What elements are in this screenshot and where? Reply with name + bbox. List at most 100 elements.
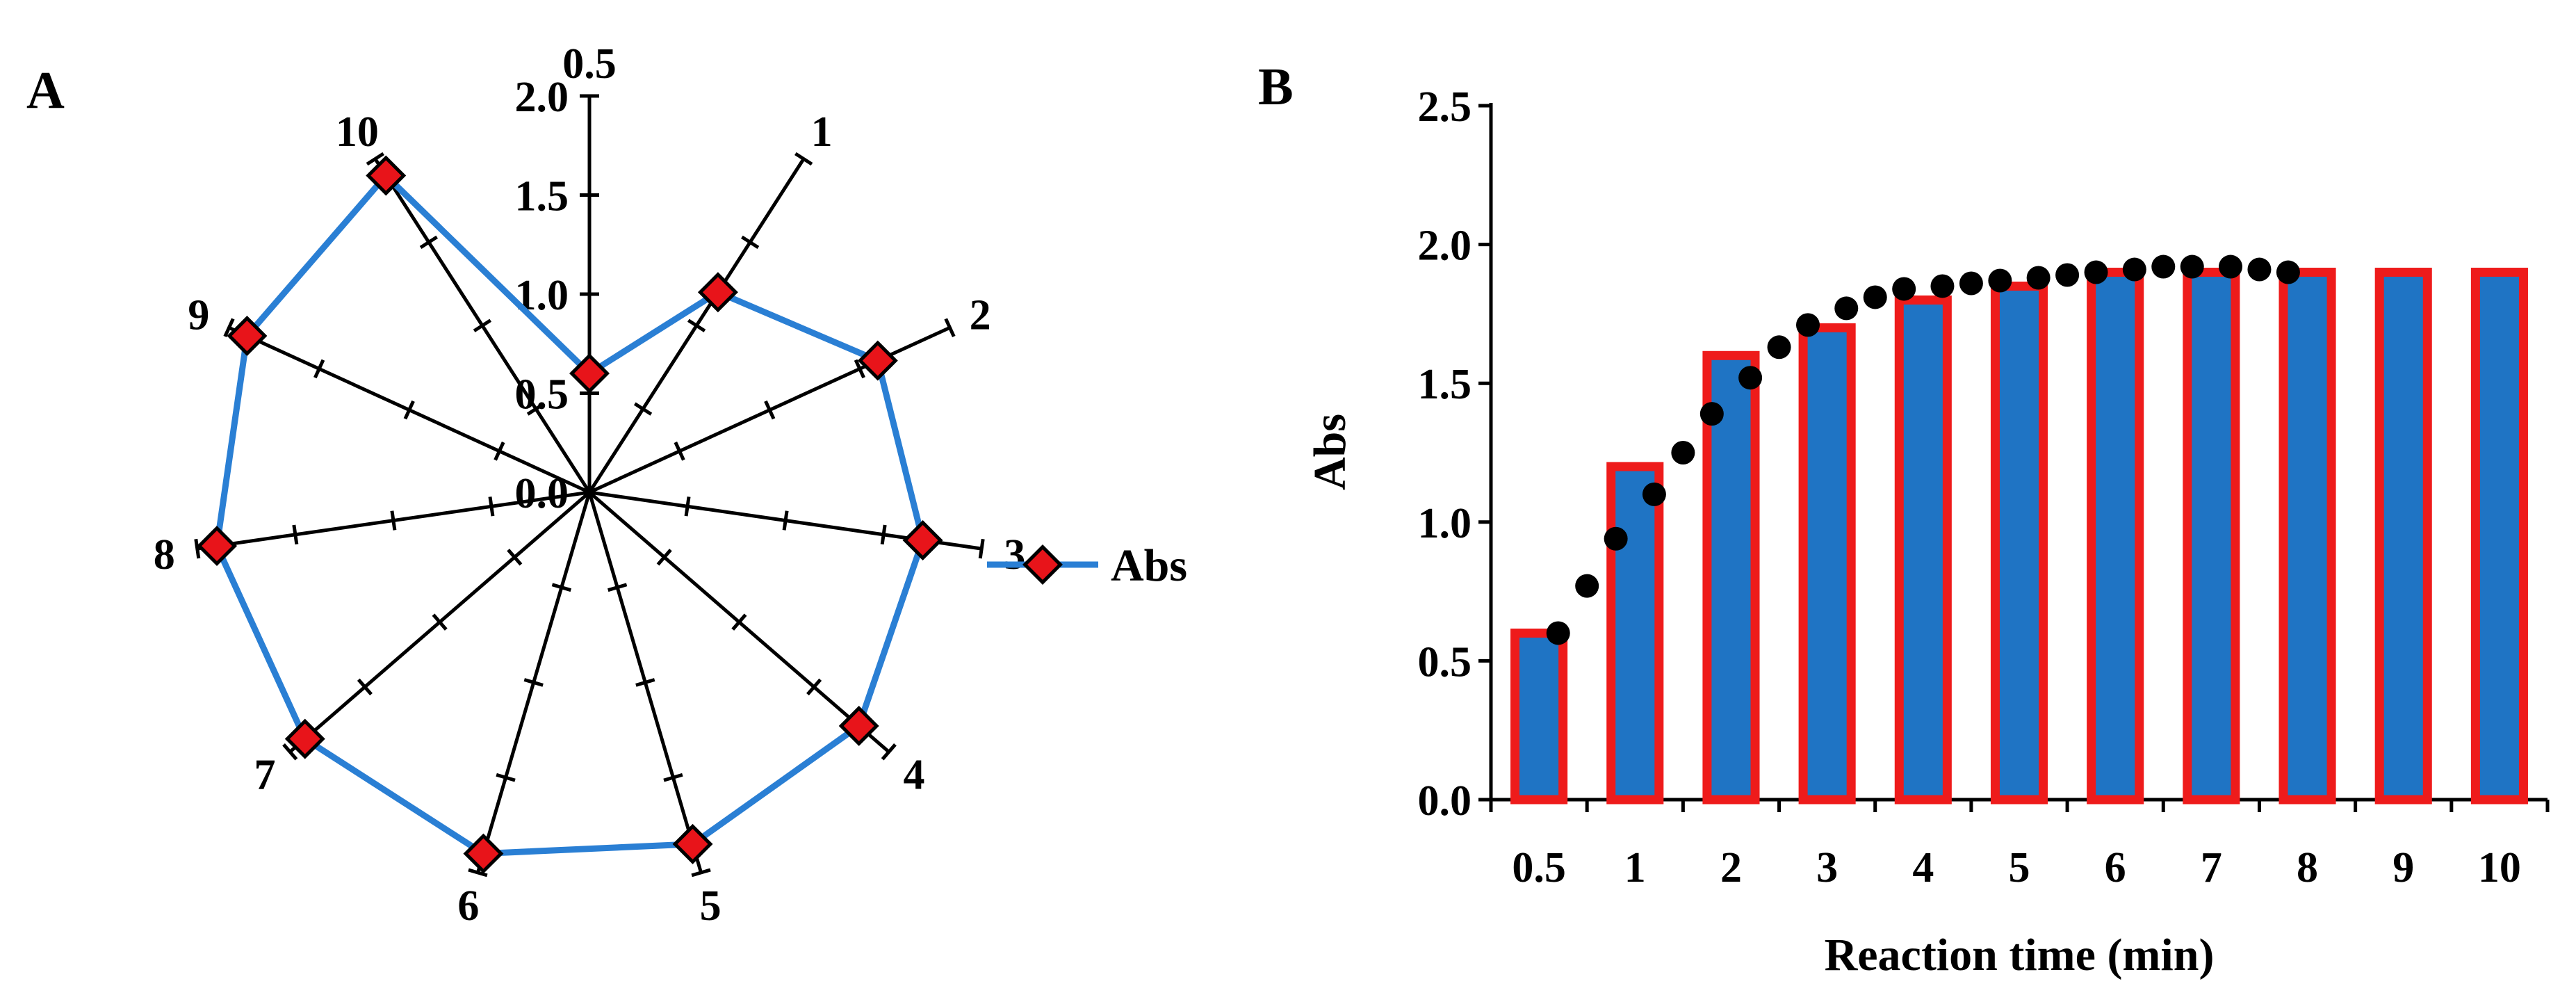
radar-radial-tick: 0.5 (515, 371, 569, 419)
radar-category-label: 3 (1004, 531, 1025, 579)
x-tick-label: 8 (2297, 844, 2318, 891)
spoke-tick-3-3 (880, 524, 887, 545)
legend-marker (1022, 544, 1063, 585)
radar-category-label: 5 (700, 882, 722, 930)
scatter-point-1 (1575, 574, 1599, 598)
scatter-point-3 (1642, 482, 1666, 506)
spoke-tick-5-1 (608, 583, 628, 592)
bar-3 (1798, 323, 1856, 805)
bar-2 (1702, 350, 1760, 805)
spoke-tick-1-3 (740, 235, 760, 250)
bar-4 (1894, 295, 1952, 805)
y-tick-label: 2.0 (1418, 223, 1472, 270)
spoke-tick-6-4 (468, 868, 488, 878)
bar-6 (2087, 268, 2144, 805)
radar-point-2 (857, 340, 898, 381)
spoke-tick-2-4 (944, 318, 956, 337)
spoke-tick-8-2 (390, 510, 397, 531)
scatter-point-10 (1863, 285, 1887, 309)
scatter-point-11 (1892, 277, 1916, 301)
radar-category-label: 6 (457, 882, 479, 930)
panel-a-label: A (26, 61, 65, 120)
spoke-tick-7-4 (282, 743, 298, 761)
spoke-tick-5-3 (663, 773, 683, 782)
radar-category-label: 10 (336, 108, 379, 156)
radar-category-label: 4 (904, 752, 925, 799)
scatter-point-12 (1930, 274, 1955, 298)
bar-7 (2183, 268, 2240, 805)
spoke-tick-10-2 (473, 318, 492, 332)
spoke-tick-4-2 (731, 613, 747, 631)
spoke-tick-6-3 (496, 773, 516, 782)
scatter-point-18 (2122, 257, 2146, 282)
x-tick-label: 6 (2105, 844, 2126, 891)
radar-point-10 (366, 155, 407, 196)
x-tick-label: 0.5 (1512, 844, 1566, 891)
spoke-tick-9-4 (223, 318, 235, 337)
bar-1 (1606, 462, 1664, 805)
spoke-tick-10-3 (419, 235, 439, 250)
scatter-point-4 (1671, 441, 1695, 464)
scatter-point-2 (1604, 526, 1628, 551)
scatter-point-14 (1988, 268, 2012, 293)
y-tick-label: 0.5 (1418, 638, 1472, 686)
bar-8 (2279, 268, 2336, 805)
scatter-point-16 (2055, 263, 2080, 287)
scatter-point-5 (1699, 402, 1724, 426)
radar-point-9 (227, 316, 268, 357)
y-tick-label: 2.5 (1418, 83, 1472, 131)
radar-radial-tick: 1.5 (515, 173, 569, 220)
x-axis-label: Reaction time (min) (1825, 930, 2215, 980)
spoke-tick-2-2 (764, 400, 776, 420)
spoke-tick-10-4 (366, 152, 384, 166)
scatter-point-6 (1738, 366, 1763, 390)
spoke-tick-3-2 (782, 510, 789, 531)
y-tick-label: 0.0 (1418, 777, 1472, 825)
radar-series-line (213, 172, 927, 857)
scatter-point-23 (2276, 260, 2300, 284)
spoke-tick-4-3 (806, 678, 822, 696)
spoke-tick-5-2 (635, 678, 655, 687)
radar-radial-tick: 0.0 (515, 470, 569, 517)
x-tick-label: 3 (1816, 844, 1838, 891)
x-tick-label: 7 (2201, 844, 2222, 891)
spoke-tick-7-1 (507, 549, 523, 566)
spoke-tick-1-1 (633, 402, 653, 416)
radar-category-label: 1 (811, 108, 833, 156)
spoke-tick-4-4 (881, 743, 897, 761)
spoke-tick-2-1 (674, 442, 685, 461)
spoke-tick-8-3 (292, 524, 299, 545)
y-axis-label: Abs (1305, 414, 1355, 490)
spoke-tick-7-2 (432, 613, 448, 631)
x-tick-label: 10 (2478, 844, 2521, 891)
spoke-tick-8-1 (488, 496, 495, 517)
radar-category-label: 8 (154, 531, 175, 579)
panel-b-label: B (1258, 58, 1294, 116)
bar-9 (2374, 268, 2432, 805)
scatter-point-9 (1834, 296, 1859, 321)
scatter-point-20 (2180, 254, 2204, 279)
radar-point-1 (697, 272, 738, 313)
spoke-tick-5-4 (691, 868, 711, 878)
radar-point-7 (284, 718, 325, 759)
spoke-tick-2-3 (854, 359, 865, 379)
bar-chart: 0.0 0.5 1.0 1.5 2.0 2.5 0.5 1 2 3 4 5 6 7 8 9 10 (1418, 83, 2550, 891)
x-tick-label: 1 (1624, 844, 1646, 891)
radar-point-6 (463, 833, 504, 874)
spoke-tick-9-1 (494, 442, 505, 461)
spoke-tick-6-2 (523, 678, 544, 687)
spoke-tick-1-4 (794, 152, 813, 166)
spoke-tick-6-1 (551, 583, 571, 592)
x-tick-label: 9 (2392, 844, 2414, 891)
scatter-point-21 (2219, 254, 2242, 279)
legend-label: Abs (1111, 540, 1187, 591)
radar-category-label: 0.5 (562, 40, 617, 88)
scatter-point-7 (1767, 335, 1791, 359)
scatter-point-19 (2151, 254, 2176, 279)
bar-10 (2470, 268, 2528, 805)
radar-category-label: 7 (254, 752, 275, 799)
spoke-tick-7-3 (357, 678, 373, 696)
bar-5 (1990, 281, 2048, 805)
scatter-point-17 (2084, 260, 2108, 284)
